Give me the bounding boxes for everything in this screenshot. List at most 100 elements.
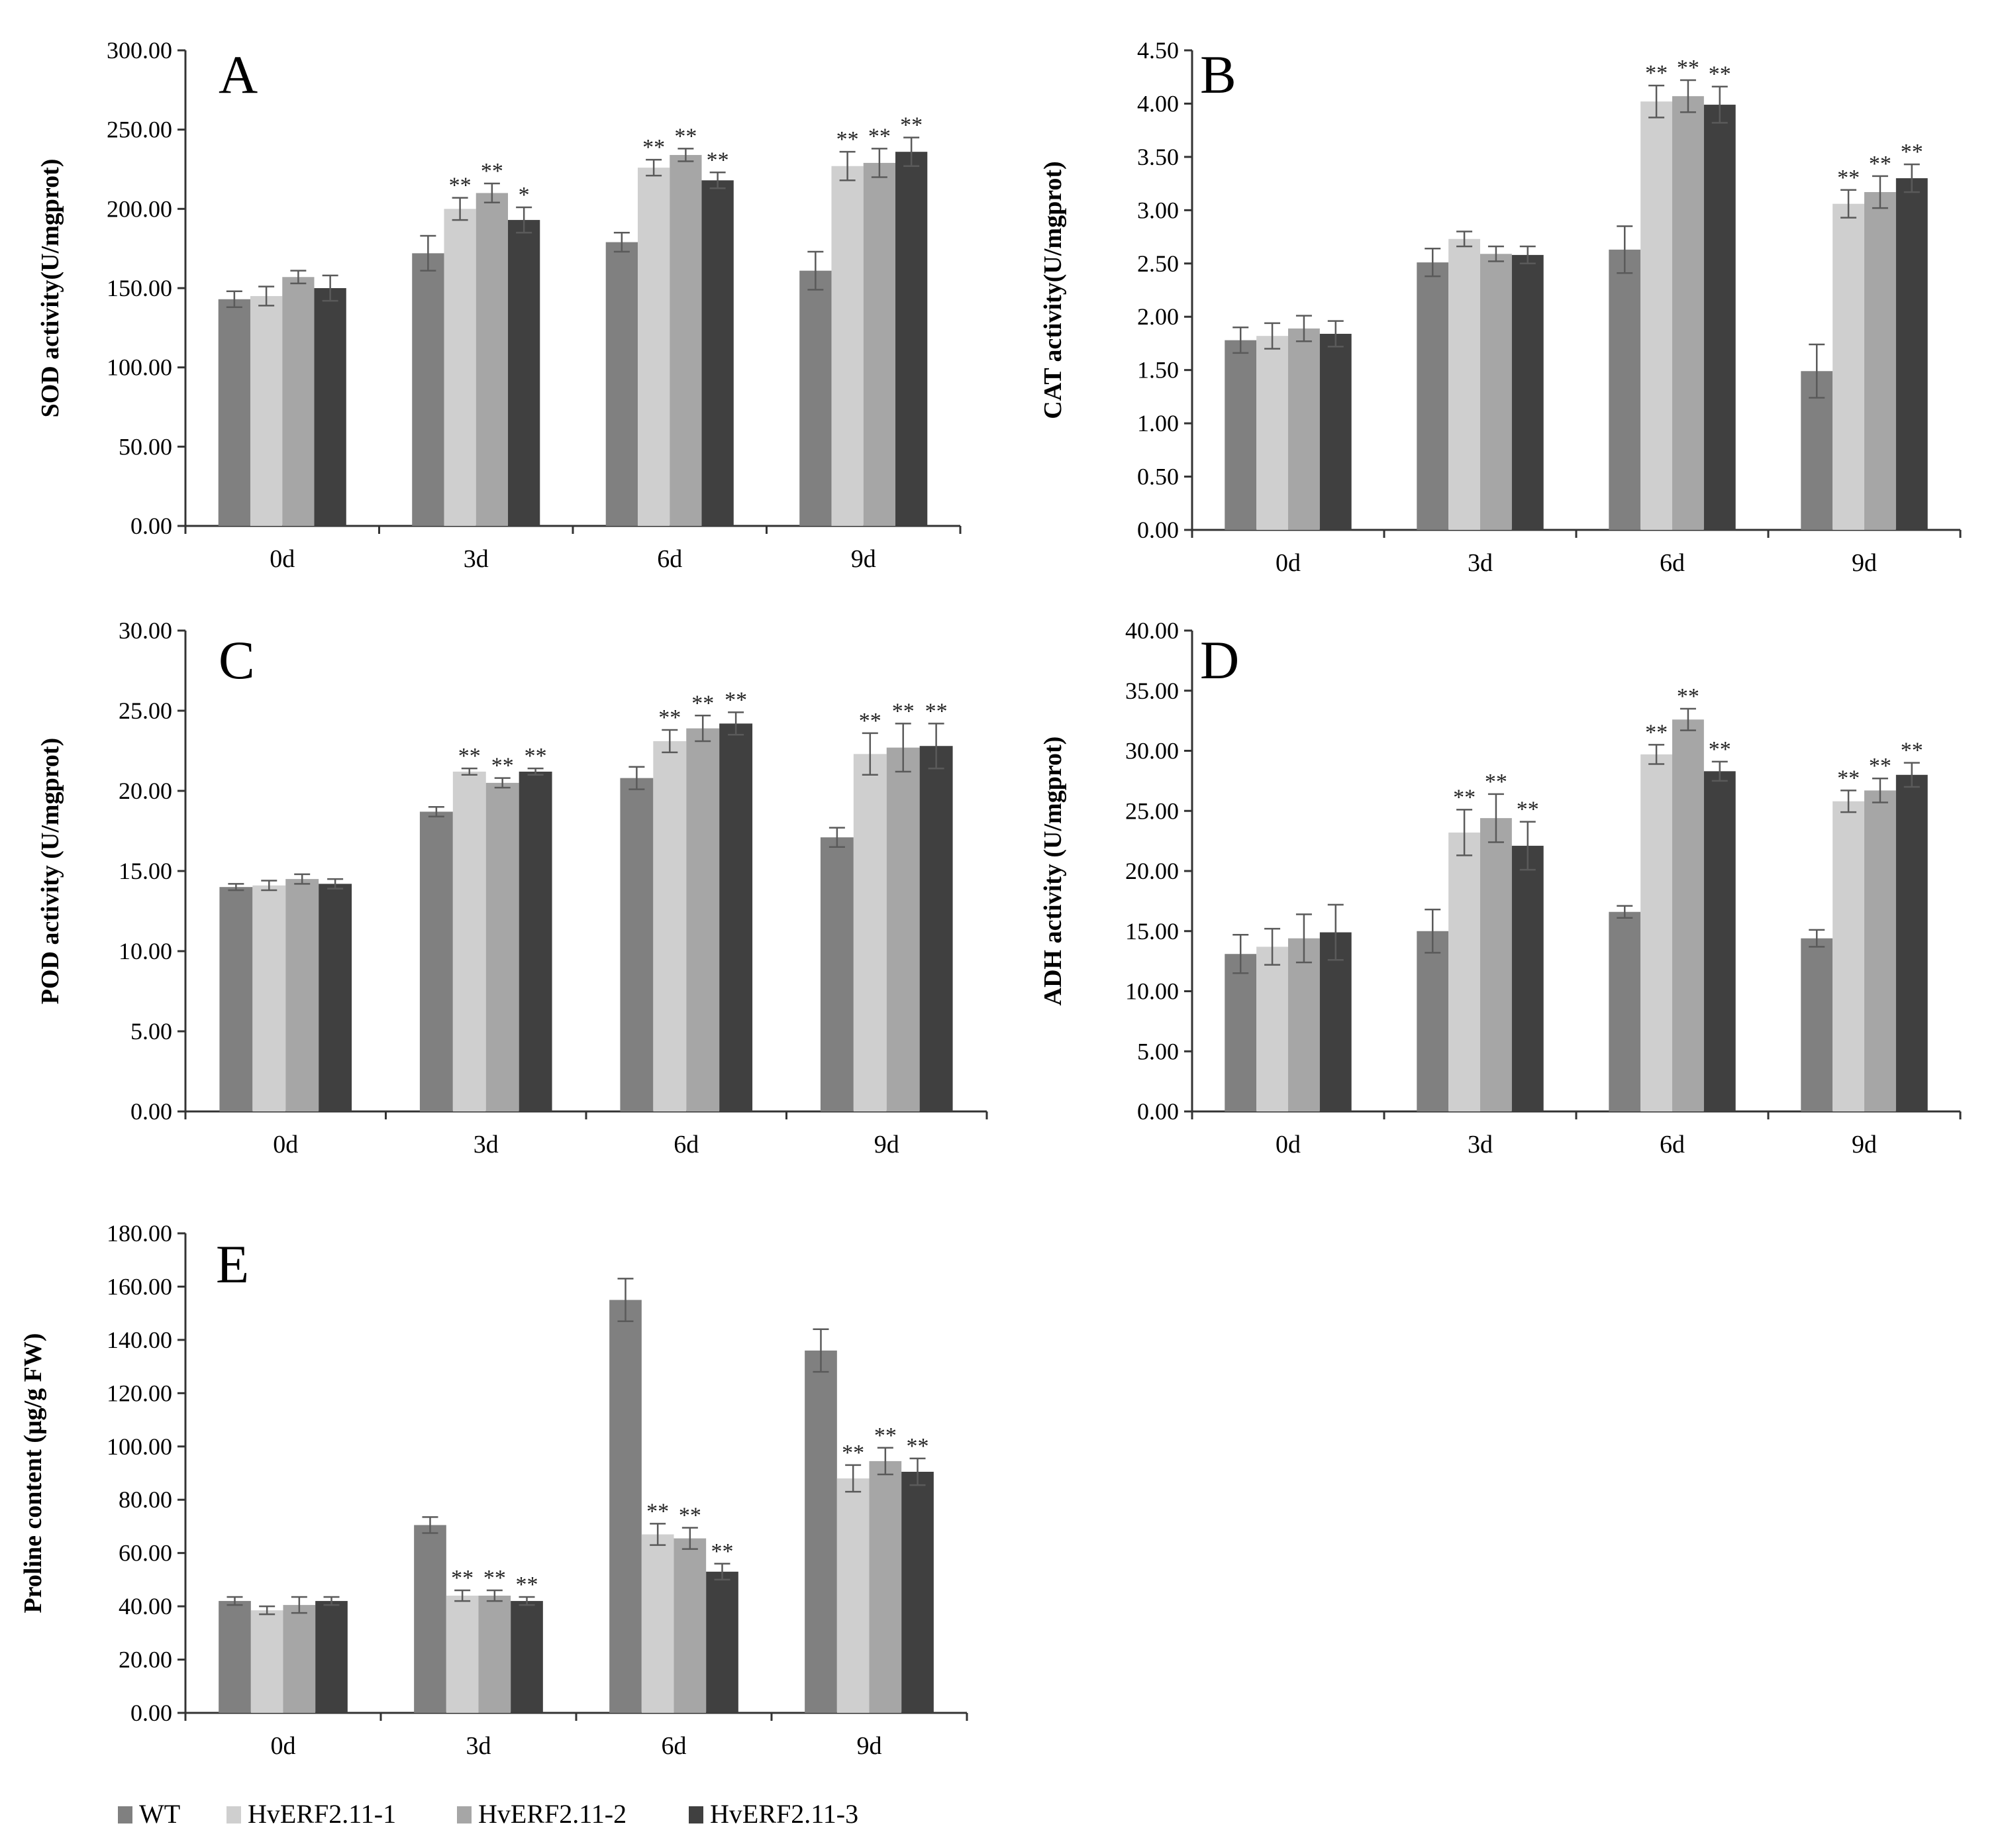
chart-panel-e: 0.00 20.00 40.00 60.00 80.00 100.00 120.00 140.… <box>19 1220 968 1760</box>
bar <box>485 782 519 1111</box>
y-tick-label: 15.00 <box>119 858 172 884</box>
x-tick-label: 9d <box>1852 1131 1877 1158</box>
significance-label: ** <box>451 1566 474 1590</box>
significance-label: ** <box>925 699 948 723</box>
significance-label: ** <box>1869 754 1891 778</box>
y-tick-label: 5.00 <box>130 1018 172 1045</box>
chart-panel-d: 0.00 5.00 10.00 15.00 20.00 25.00 30.00 35.00 40… <box>1039 617 1962 1158</box>
bar <box>252 885 286 1111</box>
significance-label: ** <box>525 744 547 768</box>
bar <box>831 166 864 527</box>
bar <box>1511 254 1544 530</box>
significance-label: ** <box>842 1441 864 1465</box>
bar <box>1832 801 1864 1111</box>
bar <box>653 741 687 1111</box>
y-tick-label: 40.00 <box>119 1593 172 1619</box>
bar <box>1256 947 1288 1111</box>
bar <box>478 1596 511 1713</box>
y-tick-label: 40.00 <box>1125 617 1179 644</box>
significance-label: ** <box>483 1566 506 1590</box>
bar <box>1288 328 1320 530</box>
y-tick-label: 20.00 <box>119 1647 172 1673</box>
bar <box>1417 931 1449 1111</box>
bar <box>1288 938 1320 1111</box>
legend-swatch <box>118 1806 132 1823</box>
legend-swatch <box>457 1806 472 1823</box>
x-tick-label: 3d <box>466 1732 491 1760</box>
bar <box>886 747 920 1111</box>
bar <box>1895 774 1928 1111</box>
chart-panel-b: 0.00 0.50 1.00 1.50 2.00 2.50 3.00 3.50 4.00 4.50… <box>1039 37 1962 577</box>
bar <box>799 270 832 526</box>
bar <box>853 754 887 1111</box>
legend-swatch <box>689 1806 703 1823</box>
significance-label: ** <box>868 124 891 148</box>
bar <box>314 288 346 526</box>
y-tick-label: 10.00 <box>119 938 172 964</box>
significance-label: ** <box>1837 766 1860 790</box>
bar <box>519 771 552 1111</box>
x-tick-label: 3d <box>474 1131 499 1158</box>
y-tick-label: 0.00 <box>130 1098 172 1125</box>
bar <box>444 209 476 526</box>
bar <box>620 778 654 1111</box>
legend: WT HvERF2.11-1 HvERF2.11-2 HvERF2.11-3 <box>118 1799 858 1829</box>
legend-label: HvERF2.11-3 <box>710 1799 858 1829</box>
bar <box>1703 771 1736 1111</box>
bar <box>1256 336 1288 530</box>
bar <box>637 168 670 526</box>
y-tick-label: 250.00 <box>107 117 172 143</box>
bar <box>863 162 896 527</box>
y-tick-label: 30.00 <box>1125 738 1179 764</box>
bar <box>476 193 509 526</box>
y-tick-label: 4.00 <box>1137 90 1179 117</box>
bar <box>670 154 702 526</box>
y-tick-label: 30.00 <box>119 617 172 644</box>
significance-label: ** <box>1901 739 1923 763</box>
chart-panel-c: 0.00 5.00 10.00 15.00 20.00 25.00 30.00 0d ** ** *… <box>36 617 988 1158</box>
y-axis-label: ADH activity (U/mgprot) <box>1039 737 1067 1006</box>
y-tick-label: 200.00 <box>107 195 172 222</box>
y-axis-label: CAT activity(U/mgprot) <box>1039 161 1067 419</box>
x-tick-label: 9d <box>851 545 876 573</box>
panel-letter: A <box>219 44 258 105</box>
significance-label: ** <box>1517 797 1539 822</box>
significance-label: ** <box>1709 737 1731 762</box>
significance-label: ** <box>1485 770 1507 794</box>
y-tick-label: 4.50 <box>1137 37 1179 64</box>
bar <box>1609 911 1641 1111</box>
y-tick-label: 80.00 <box>119 1486 172 1513</box>
x-tick-label: 3d <box>1468 1131 1493 1158</box>
y-tick-label: 100.00 <box>107 1433 172 1460</box>
y-tick-label: 120.00 <box>107 1380 172 1406</box>
bar <box>412 253 444 526</box>
significance-label: ** <box>725 688 747 712</box>
panel-letter: E <box>216 1234 249 1294</box>
panel-letter: D <box>1200 630 1239 690</box>
bar <box>605 242 638 526</box>
bar <box>508 220 540 526</box>
bar <box>706 1571 738 1713</box>
y-tick-label: 1.00 <box>1137 410 1179 436</box>
y-tick-label: 5.00 <box>1137 1038 1179 1064</box>
bar <box>1511 845 1544 1111</box>
y-tick-label: 3.50 <box>1137 144 1179 170</box>
x-tick-label: 9d <box>874 1131 899 1158</box>
legend-label: HvERF2.11-2 <box>478 1799 627 1829</box>
legend-item: HvERF2.11-3 <box>689 1799 858 1829</box>
x-tick-label: 6d <box>657 545 682 573</box>
x-tick-label: 0d <box>1276 1131 1301 1158</box>
bar <box>686 728 720 1111</box>
bar <box>1417 262 1449 530</box>
y-tick-label: 160.00 <box>107 1273 172 1300</box>
y-tick-label: 2.50 <box>1137 250 1179 277</box>
significance-label: ** <box>646 1499 669 1523</box>
y-tick-label: 20.00 <box>1125 858 1179 884</box>
legend-item: HvERF2.11-1 <box>226 1799 396 1829</box>
significance-label: ** <box>836 127 859 152</box>
bar <box>219 1601 251 1713</box>
bar <box>1801 938 1833 1111</box>
bar <box>836 1478 870 1713</box>
significance-label: ** <box>481 159 503 183</box>
bar <box>719 723 753 1111</box>
